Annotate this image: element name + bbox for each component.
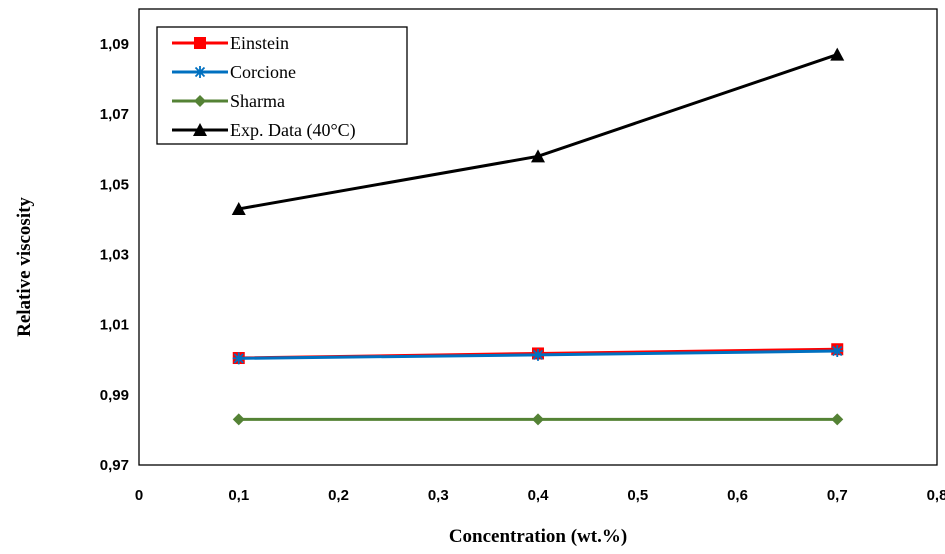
legend-marker [194, 37, 206, 49]
legend-marker [194, 66, 206, 78]
legend-label: Exp. Data (40°C) [230, 120, 356, 141]
series-2 [232, 413, 844, 426]
y-tick-label: 0,99 [100, 387, 129, 404]
x-tick-label: 0,8 [927, 487, 945, 504]
x-tick-label: 0,1 [228, 487, 249, 504]
series-1 [232, 345, 844, 365]
x-tick-label: 0,2 [328, 487, 349, 504]
legend-entry: Corcione [172, 62, 296, 82]
data-point [831, 413, 844, 426]
legend-label: Corcione [230, 62, 296, 82]
data-point [831, 345, 844, 357]
legend-items: Einstein Corcione Sharma Exp. Data (40°C) [172, 33, 356, 141]
legend: Einstein Corcione Sharma Exp. Data (40°C) [156, 26, 408, 145]
data-point [232, 352, 245, 365]
data-point [830, 47, 845, 61]
legend-label: Einstein [230, 33, 289, 53]
data-point [232, 413, 245, 426]
series-layer [231, 47, 845, 426]
y-tick-label: 1,05 [100, 176, 129, 193]
x-tick-label: 0,6 [727, 487, 748, 504]
legend-label: Sharma [230, 91, 285, 111]
y-tick-label: 0,97 [100, 457, 129, 474]
data-point [532, 413, 544, 426]
y-axis-ticks: 0,97 0,99 1,01 1,03 1,05 1,07 1,09 [100, 36, 129, 474]
y-tick-label: 1,03 [100, 247, 129, 264]
x-tick-label: 0,4 [528, 487, 550, 504]
x-tick-label: 0,5 [627, 487, 648, 504]
y-tick-label: 1,01 [100, 317, 129, 334]
x-tick-label: 0,3 [428, 487, 449, 504]
legend-entry: Einstein [172, 33, 289, 53]
y-tick-label: 1,09 [100, 36, 129, 53]
series-3 [231, 47, 845, 215]
data-point [532, 348, 544, 361]
y-axis-title: Relative viscosity [14, 197, 35, 337]
legend-marker [194, 95, 206, 107]
y-tick-label: 1,07 [100, 106, 129, 123]
legend-entry: Exp. Data (40°C) [172, 120, 356, 141]
x-axis-title: Concentration (wt.%) [449, 526, 627, 547]
data-point [231, 201, 246, 215]
x-tick-label: 0 [135, 487, 143, 504]
x-axis-ticks: 0 0,1 0,2 0,3 0,4 0,5 0,6 0,7 0,8 [135, 487, 945, 504]
x-tick-label: 0,7 [827, 487, 848, 504]
data-point [531, 149, 545, 163]
legend-entry: Sharma [172, 91, 285, 111]
legend-marker [193, 123, 207, 136]
